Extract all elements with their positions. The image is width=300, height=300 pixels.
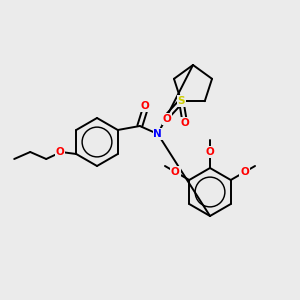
Text: O: O: [140, 101, 149, 111]
Text: O: O: [163, 114, 172, 124]
Text: O: O: [181, 118, 190, 128]
Text: O: O: [56, 147, 64, 157]
Text: N: N: [153, 129, 162, 139]
Text: S: S: [178, 96, 185, 106]
Text: O: O: [171, 167, 180, 177]
Text: O: O: [206, 147, 214, 157]
Text: O: O: [240, 167, 249, 177]
